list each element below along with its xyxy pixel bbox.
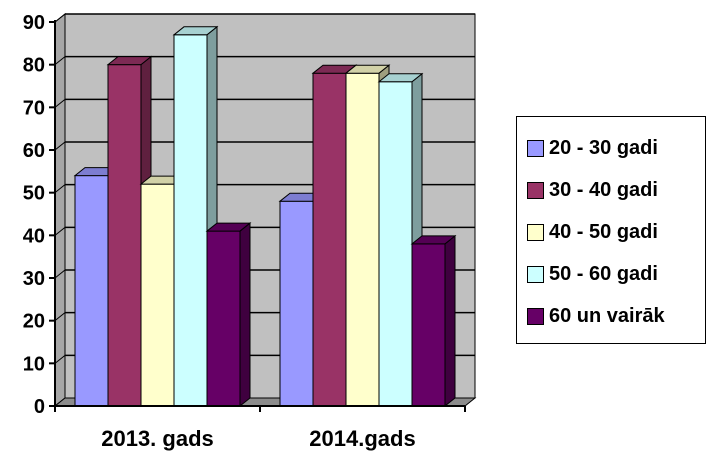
- y-tick-label: 80: [23, 55, 45, 77]
- legend-swatch: [527, 307, 544, 325]
- plot-side-wall: [54, 12, 66, 408]
- x-category-label: 2013. gads: [101, 426, 214, 451]
- bar-front: [206, 230, 241, 407]
- bar-top: [106, 56, 153, 66]
- x-category-label: 2014.gads: [309, 426, 415, 451]
- x-axis: 2013. gads 2014.gads: [54, 405, 466, 451]
- gridline-side: [54, 56, 66, 66]
- bar-top: [344, 64, 391, 74]
- bar-front: [312, 72, 347, 407]
- bar-front: [378, 81, 413, 407]
- bar-side: [444, 234, 456, 408]
- y-tick-label: 50: [23, 183, 45, 205]
- gridline-side: [54, 184, 66, 194]
- y-tick-label: 10: [23, 353, 45, 375]
- gridline-side: [54, 13, 66, 23]
- y-tick-label: 0: [34, 396, 45, 418]
- bar-front: [345, 72, 380, 407]
- legend-item: 40 - 50 gadi: [527, 211, 705, 253]
- y-axis: 0 10 20 30 40 50 60 70 80 90: [23, 12, 56, 418]
- bar-front: [107, 64, 142, 407]
- legend-swatch: [527, 139, 544, 157]
- bar: [205, 222, 252, 408]
- legend-label: 50 - 60 gadi: [549, 262, 658, 285]
- gridline-side: [54, 269, 66, 279]
- legend-label: 60 un vairāk: [549, 304, 665, 327]
- gridline-side: [54, 141, 66, 151]
- bar-top: [205, 222, 252, 232]
- legend-label: 20 - 30 gadi: [549, 136, 658, 159]
- y-tick-label: 60: [23, 140, 45, 162]
- bar-top: [410, 235, 457, 245]
- legend-swatch: [527, 223, 544, 241]
- legend-item: 30 - 40 gadi: [527, 169, 705, 211]
- legend-item: 50 - 60 gadi: [527, 253, 705, 295]
- bar-side: [239, 222, 251, 408]
- bar-front: [140, 183, 175, 407]
- gridline-side: [54, 226, 66, 236]
- bar-front: [279, 200, 314, 407]
- bar-top: [172, 26, 219, 36]
- legend-swatch: [527, 181, 544, 199]
- gridline-side: [54, 354, 66, 364]
- bar-front: [411, 243, 446, 407]
- legend-label: 40 - 50 gadi: [549, 220, 658, 243]
- legend-label: 30 - 40 gadi: [549, 178, 658, 201]
- bar-front: [74, 175, 109, 407]
- legend-item: 60 un vairāk: [527, 295, 705, 337]
- y-tick-label: 30: [23, 268, 45, 290]
- y-tick-label: 90: [23, 12, 45, 34]
- gridline-side: [54, 312, 66, 322]
- y-tick-label: 70: [23, 97, 45, 119]
- y-tick-label: 40: [23, 225, 45, 247]
- gridline-side: [54, 98, 66, 108]
- bar-front: [173, 34, 208, 407]
- y-tick-label: 20: [23, 311, 45, 333]
- legend-swatch: [527, 265, 544, 283]
- legend-item: 20 - 30 gadi: [527, 127, 705, 169]
- legend: 20 - 30 gadi 30 - 40 gadi 40 - 50 gadi 50 -…: [516, 116, 706, 344]
- bar-top: [377, 73, 424, 83]
- bars: [73, 25, 457, 408]
- bar: [410, 234, 457, 408]
